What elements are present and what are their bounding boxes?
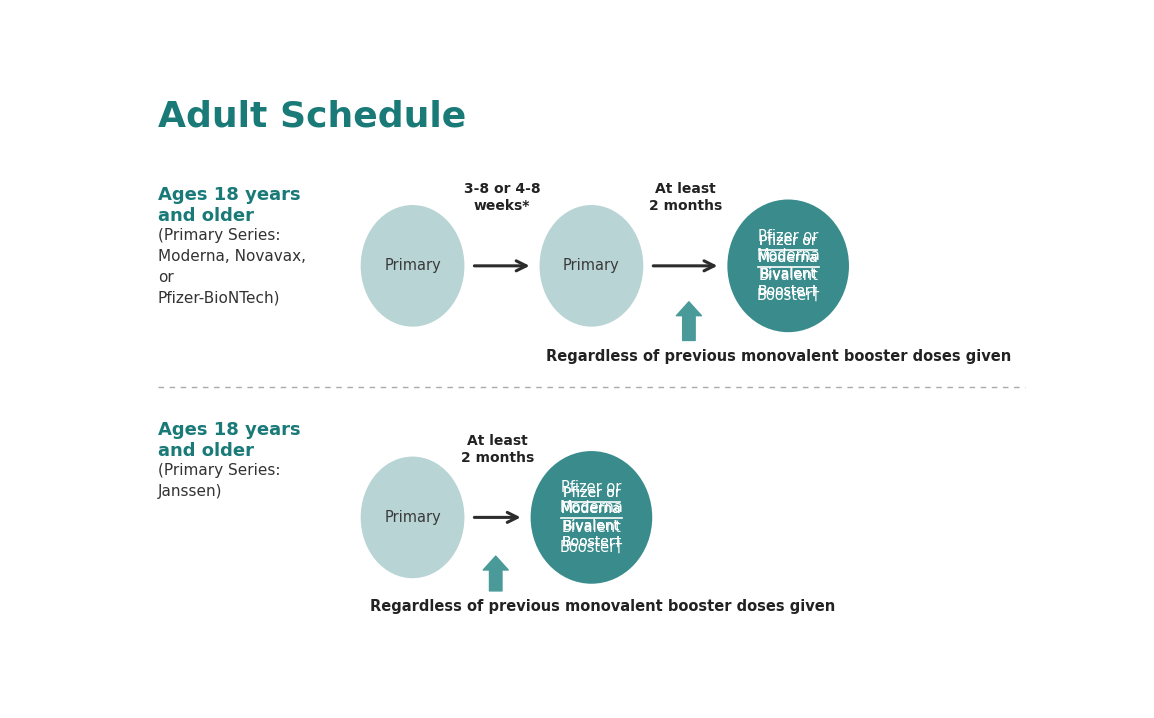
Text: Adult Schedule: Adult Schedule	[158, 100, 466, 134]
Text: Bivalent: Bivalent	[563, 518, 620, 533]
Ellipse shape	[361, 457, 464, 578]
Text: At least
2 months: At least 2 months	[649, 182, 722, 213]
Text: Booster†: Booster†	[561, 536, 622, 549]
Text: Bivalent: Bivalent	[563, 518, 620, 533]
Text: (Primary Series:: (Primary Series:	[158, 228, 280, 243]
Text: Pfizer-BioNTech): Pfizer-BioNTech)	[158, 291, 280, 306]
Ellipse shape	[540, 205, 643, 327]
Text: Moderna: Moderna	[758, 251, 818, 264]
Text: Booster†: Booster†	[758, 284, 818, 298]
Ellipse shape	[531, 451, 652, 584]
Text: Bivalent: Bivalent	[759, 267, 817, 281]
Text: Bivalent: Bivalent	[759, 267, 817, 281]
Text: Primary: Primary	[384, 510, 441, 525]
Text: Pfizer or
Moderna
Bivalent
Booster†: Pfizer or Moderna Bivalent Booster†	[560, 480, 623, 554]
Text: 3-8 or 4-8
weeks*: 3-8 or 4-8 weeks*	[464, 182, 540, 213]
Text: Ages 18 years: Ages 18 years	[158, 186, 300, 204]
Text: Pfizer or: Pfizer or	[563, 485, 620, 500]
Text: Janssen): Janssen)	[158, 484, 223, 499]
Ellipse shape	[727, 200, 849, 332]
Text: Moderna: Moderna	[561, 502, 622, 516]
Text: (Primary Series:: (Primary Series:	[158, 462, 280, 477]
Text: Pfizer or: Pfizer or	[759, 234, 817, 248]
FancyArrowPatch shape	[484, 556, 508, 591]
Text: Moderna: Moderna	[758, 251, 818, 264]
Text: or: or	[158, 270, 173, 285]
Text: Regardless of previous monovalent booster doses given: Regardless of previous monovalent booste…	[546, 349, 1011, 364]
Text: and older: and older	[158, 442, 254, 460]
Text: Pfizer or: Pfizer or	[759, 234, 817, 248]
Text: Moderna: Moderna	[561, 502, 622, 516]
Text: Booster†: Booster†	[561, 536, 622, 549]
Text: Ages 18 years: Ages 18 years	[158, 421, 300, 439]
Text: Primary: Primary	[563, 258, 620, 274]
Text: Pfizer or
Moderna
Bivalent
Booster†: Pfizer or Moderna Bivalent Booster†	[756, 228, 820, 303]
Ellipse shape	[361, 205, 464, 327]
Text: Moderna, Novavax,: Moderna, Novavax,	[158, 248, 306, 264]
FancyArrowPatch shape	[676, 302, 702, 340]
Text: Primary: Primary	[384, 258, 441, 274]
Text: Booster†: Booster†	[758, 284, 818, 298]
Text: Pfizer or: Pfizer or	[563, 485, 620, 500]
Text: and older: and older	[158, 207, 254, 225]
Text: At least
2 months: At least 2 months	[460, 434, 534, 465]
Text: Regardless of previous monovalent booster doses given: Regardless of previous monovalent booste…	[370, 600, 835, 614]
